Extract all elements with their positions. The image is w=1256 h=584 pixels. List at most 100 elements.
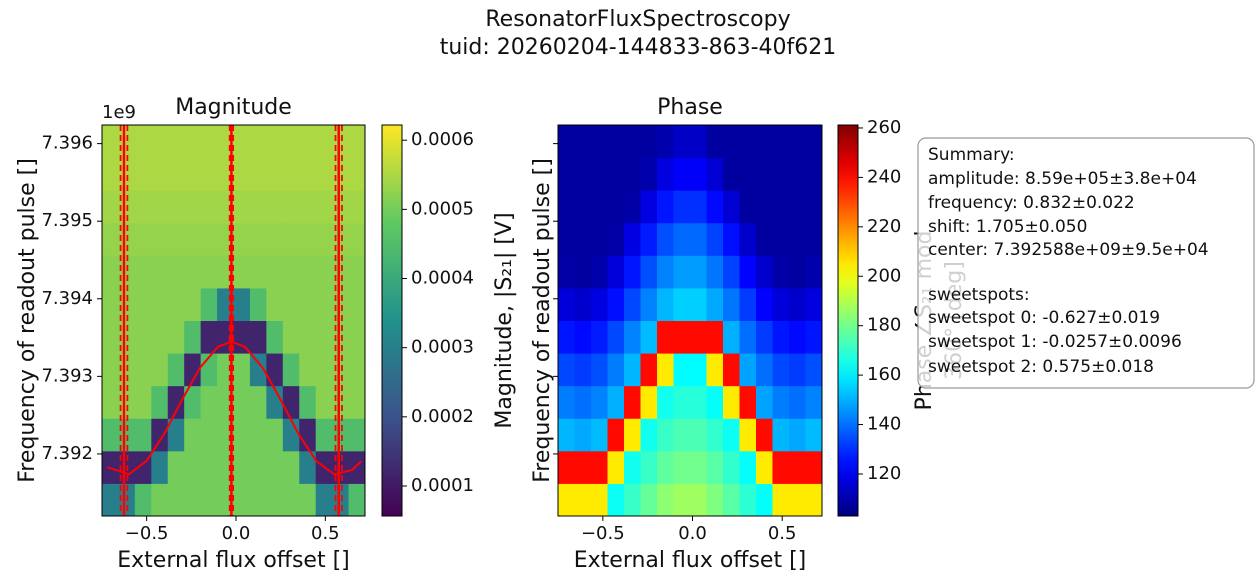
heatmap-cell <box>640 157 658 191</box>
heatmap-cell <box>167 353 185 387</box>
heatmap-cell <box>184 222 202 256</box>
heatmap-cell <box>657 418 674 452</box>
heatmap-cell <box>233 320 251 354</box>
heatmap-cell <box>151 157 169 191</box>
summary-box: Summary: amplitude: 8.59e+05±3.8e+04 fre… <box>917 137 1255 389</box>
heatmap-cell <box>167 222 185 256</box>
heatmap-cell <box>657 353 674 387</box>
heatmap-cell <box>574 190 592 224</box>
heatmap-cell <box>282 385 300 419</box>
heatmap-cell <box>657 255 674 289</box>
heatmap-cell <box>640 222 658 256</box>
heatmap-cell <box>574 255 592 289</box>
heatmap-cell <box>249 450 267 484</box>
heatmap-cell <box>558 222 575 256</box>
heatmap-cell <box>739 483 757 516</box>
heatmap-cell <box>315 255 333 289</box>
heatmap-cell <box>756 450 773 484</box>
heatmap-cell <box>756 483 773 516</box>
y-tick-label: 7.392 <box>41 443 93 464</box>
heatmap-cell <box>233 483 251 516</box>
heatmap-cell <box>315 190 333 224</box>
plot-area <box>558 125 822 516</box>
heatmap-cell <box>739 287 757 321</box>
heatmap-cell <box>607 157 625 191</box>
heatmap-cell <box>184 157 202 191</box>
heatmap-cell <box>591 483 608 516</box>
colorbar-tick-label: 260 <box>867 117 901 138</box>
heatmap-cell <box>789 222 806 256</box>
summary-line: sweetspot 1: -0.0257±0.0096 <box>928 332 1182 352</box>
heatmap-cell <box>805 222 822 256</box>
heatmap-cell <box>558 157 575 191</box>
heatmap-cell <box>607 255 625 289</box>
heatmap-cell <box>772 385 790 419</box>
heatmap-cell <box>348 287 365 321</box>
colorbar-tick-label: 0.0002 <box>411 406 474 427</box>
heatmap-cell <box>789 450 806 484</box>
heatmap-cell <box>348 353 365 387</box>
heatmap-cell <box>607 353 625 387</box>
heatmap-cell <box>118 125 136 159</box>
heatmap-cell <box>348 320 365 354</box>
heatmap-cell <box>315 320 333 354</box>
heatmap-cell <box>789 125 806 159</box>
heatmap-cell <box>789 255 806 289</box>
heatmap-cell <box>739 418 757 452</box>
heatmap-cell <box>266 125 284 159</box>
colorbar-tick-label: 180 <box>867 315 901 336</box>
heatmap-cell <box>574 125 592 159</box>
heatmap-cell <box>640 190 658 224</box>
heatmap-cell <box>789 353 806 387</box>
heatmap-cell <box>706 320 724 354</box>
heatmap-cell <box>624 157 641 191</box>
summary-line: sweetspot 0: -0.627±0.019 <box>928 308 1160 328</box>
heatmap-cell <box>657 157 674 191</box>
colorbar-tick-label: 120 <box>867 463 901 484</box>
colorbar-tick-label: 0.0001 <box>411 475 474 496</box>
heatmap-cell <box>266 157 284 191</box>
heatmap-cell <box>673 125 691 159</box>
heatmap-cell <box>805 483 822 516</box>
heatmap-cell <box>151 353 169 387</box>
heatmap-cell <box>102 125 119 159</box>
heatmap-cell <box>789 190 806 224</box>
heatmap-cell <box>574 418 592 452</box>
heatmap-cell <box>723 255 740 289</box>
heatmap-cell <box>624 320 641 354</box>
axes-frame <box>101 124 366 517</box>
heatmap-cell <box>167 418 185 452</box>
heatmap-cell <box>574 287 592 321</box>
heatmap-cell <box>756 320 773 354</box>
heatmap-cell <box>118 255 136 289</box>
heatmap-cell <box>266 418 284 452</box>
heatmap-cell <box>657 450 674 484</box>
fit-line <box>107 340 362 476</box>
heatmap-cell <box>558 385 575 419</box>
heatmap-cell <box>673 483 691 516</box>
x-axis-label: External flux offset [] <box>574 548 806 573</box>
heatmap-cell <box>690 385 707 419</box>
heatmap-cell <box>690 287 707 321</box>
y-tick-label: 7.396 <box>41 133 93 154</box>
heatmap-cell <box>772 353 790 387</box>
heatmap-cell <box>624 450 641 484</box>
heatmap-cell <box>151 385 169 419</box>
heatmap-cell <box>690 125 707 159</box>
heatmap-cell <box>673 287 691 321</box>
summary-frame <box>917 137 1255 389</box>
colorbar-tick-label: 140 <box>867 414 901 435</box>
heatmap-cell <box>233 255 251 289</box>
heatmap-cell <box>805 287 822 321</box>
y-tick-label: 7.393 <box>41 365 93 386</box>
heatmap-cell <box>640 287 658 321</box>
x-tick-label: −0.5 <box>125 523 169 544</box>
heatmap-cell <box>723 222 740 256</box>
heatmap-cell <box>266 353 284 387</box>
heatmap-cell <box>299 255 317 289</box>
heatmap-cell <box>299 125 317 159</box>
heatmap-cell <box>723 190 740 224</box>
colorbar-tick-label: 200 <box>867 265 901 286</box>
heatmap-cell <box>299 320 317 354</box>
